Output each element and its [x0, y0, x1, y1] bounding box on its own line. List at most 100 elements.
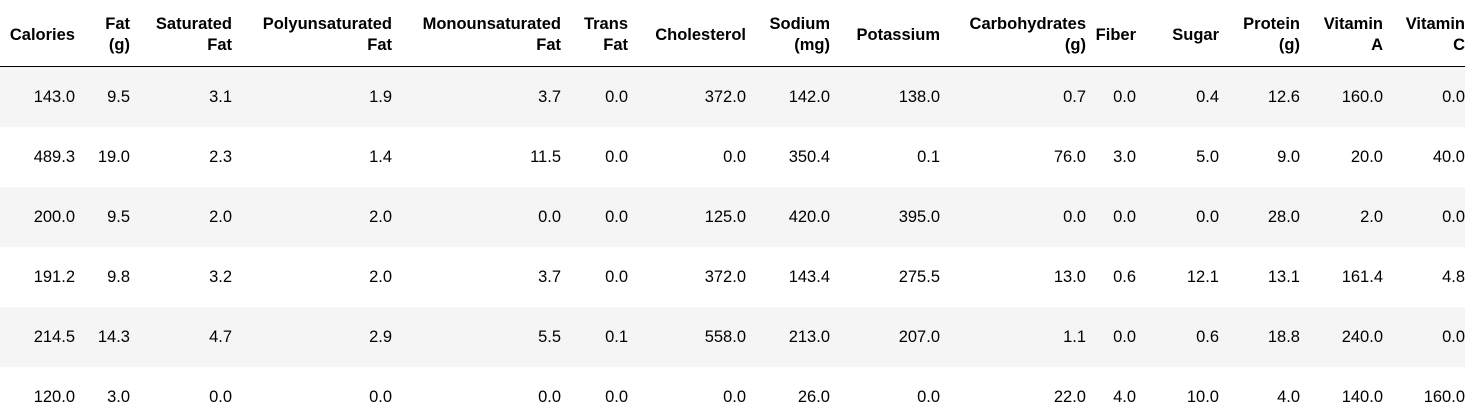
table-cell: 0.0 [1383, 187, 1465, 247]
table-cell: 558.0 [628, 307, 746, 367]
table-cell: 0.1 [561, 307, 628, 367]
table-cell: 76.0 [940, 127, 1086, 187]
table-cell: 13.1 [1219, 247, 1300, 307]
column-header: Carbohydrates (g) [940, 4, 1086, 67]
table-cell: 40.0 [1383, 127, 1465, 187]
table-row: 143.0 9.5 3.1 1.9 3.7 0.0 372.0 142.0 138.0 0.7 0.… [0, 66, 1465, 127]
table-cell: 2.9 [232, 307, 392, 367]
table-cell: 3.2 [130, 247, 232, 307]
table-cell: 0.0 [561, 247, 628, 307]
column-header: Monounsaturated Fat [392, 4, 561, 67]
table-cell: 28.0 [1219, 187, 1300, 247]
table-cell: 9.8 [75, 247, 130, 307]
table-cell: 0.0 [392, 187, 561, 247]
table-cell: 0.0 [392, 367, 561, 409]
table-cell: 372.0 [628, 66, 746, 127]
table-cell: 2.0 [1300, 187, 1383, 247]
table-cell: 161.4 [1300, 247, 1383, 307]
column-header-line: Carbohydrates [969, 15, 1086, 33]
table-cell: 200.0 [0, 187, 75, 247]
table-cell: 1.1 [940, 307, 1086, 367]
table-cell: 9.5 [75, 187, 130, 247]
table-cell: 3.7 [392, 66, 561, 127]
table-cell: 1.4 [232, 127, 392, 187]
column-header-line: Fat [603, 36, 628, 54]
column-header: Calories [0, 4, 75, 67]
table-cell: 213.0 [746, 307, 830, 367]
column-header: Trans Fat [561, 4, 628, 67]
table-cell: 0.0 [1383, 66, 1465, 127]
table-cell: 0.0 [561, 187, 628, 247]
table-cell: 26.0 [746, 367, 830, 409]
table-row: 489.3 19.0 2.3 1.4 11.5 0.0 0.0 350.4 0.1 76.0 3.0… [0, 127, 1465, 187]
table-cell: 2.0 [232, 247, 392, 307]
column-header-line: Sugar [1172, 25, 1219, 44]
column-header: Fat (g) [75, 4, 130, 67]
column-header-line: Trans [583, 15, 628, 33]
table-cell: 420.0 [746, 187, 830, 247]
table-cell: 350.4 [746, 127, 830, 187]
table-body: 143.0 9.5 3.1 1.9 3.7 0.0 372.0 142.0 138.0 0.7 0.… [0, 66, 1465, 409]
table-cell: 0.6 [1136, 307, 1219, 367]
table-cell: 395.0 [830, 187, 940, 247]
table-cell: 140.0 [1300, 367, 1383, 409]
table-cell: 143.4 [746, 247, 830, 307]
column-header-line: (g) [1064, 36, 1086, 54]
column-header-line: Sodium [769, 15, 831, 33]
table-cell: 0.0 [628, 367, 746, 409]
table-cell: 2.0 [232, 187, 392, 247]
column-header-line: Vitamin [1405, 15, 1465, 33]
table-cell: 0.0 [561, 127, 628, 187]
table-cell: 4.0 [1219, 367, 1300, 409]
column-header-line: Polyunsaturated [262, 15, 392, 33]
column-header-line: Fat [105, 15, 130, 33]
table-cell: 3.0 [75, 367, 130, 409]
table-row: 200.0 9.5 2.0 2.0 0.0 0.0 125.0 420.0 395.0 0.0 0.… [0, 187, 1465, 247]
table-cell: 240.0 [1300, 307, 1383, 367]
table-cell: 0.0 [1136, 187, 1219, 247]
column-header-line: (mg) [794, 36, 830, 54]
table-cell: 0.0 [232, 367, 392, 409]
table-cell: 160.0 [1300, 66, 1383, 127]
table-row: 214.5 14.3 4.7 2.9 5.5 0.1 558.0 213.0 207.0 1.1 0… [0, 307, 1465, 367]
table-cell: 0.4 [1136, 66, 1219, 127]
column-header-line: Fat [536, 36, 561, 54]
column-header: Potassium [830, 4, 940, 67]
table-cell: 207.0 [830, 307, 940, 367]
table-cell: 10.0 [1136, 367, 1219, 409]
column-header-line: Potassium [856, 25, 940, 44]
column-header: Fiber [1086, 4, 1136, 67]
table-cell: 22.0 [940, 367, 1086, 409]
column-header-line: Monounsaturated [422, 15, 561, 33]
header-row: Calories Fat (g) Saturated Fat Polyunsaturate… [0, 4, 1465, 67]
table-cell: 0.0 [940, 187, 1086, 247]
table-cell: 12.1 [1136, 247, 1219, 307]
column-header: Vitamin A [1300, 4, 1383, 67]
table-cell: 138.0 [830, 66, 940, 127]
table-cell: 20.0 [1300, 127, 1383, 187]
table-cell: 142.0 [746, 66, 830, 127]
column-header-line: Fat [367, 36, 392, 54]
column-header-line: Calories [9, 25, 75, 44]
column-header-line: (g) [108, 36, 130, 54]
table-cell: 2.0 [130, 187, 232, 247]
table-cell: 0.0 [561, 367, 628, 409]
table-cell: 143.0 [0, 66, 75, 127]
table-cell: 18.8 [1219, 307, 1300, 367]
table-cell: 11.5 [392, 127, 561, 187]
table-cell: 5.5 [392, 307, 561, 367]
table-cell: 0.0 [561, 66, 628, 127]
table-cell: 3.0 [1086, 127, 1136, 187]
table-cell: 5.0 [1136, 127, 1219, 187]
column-header: Saturated Fat [130, 4, 232, 67]
table-cell: 4.0 [1086, 367, 1136, 409]
column-header: Protein (g) [1219, 4, 1300, 67]
table-cell: 160.0 [1383, 367, 1465, 409]
table-cell: 0.0 [1086, 307, 1136, 367]
table-cell: 275.5 [830, 247, 940, 307]
column-header: Vitamin C [1383, 4, 1465, 67]
table-cell: 3.7 [392, 247, 561, 307]
column-header: Sodium (mg) [746, 4, 830, 67]
table-cell: 9.5 [75, 66, 130, 127]
